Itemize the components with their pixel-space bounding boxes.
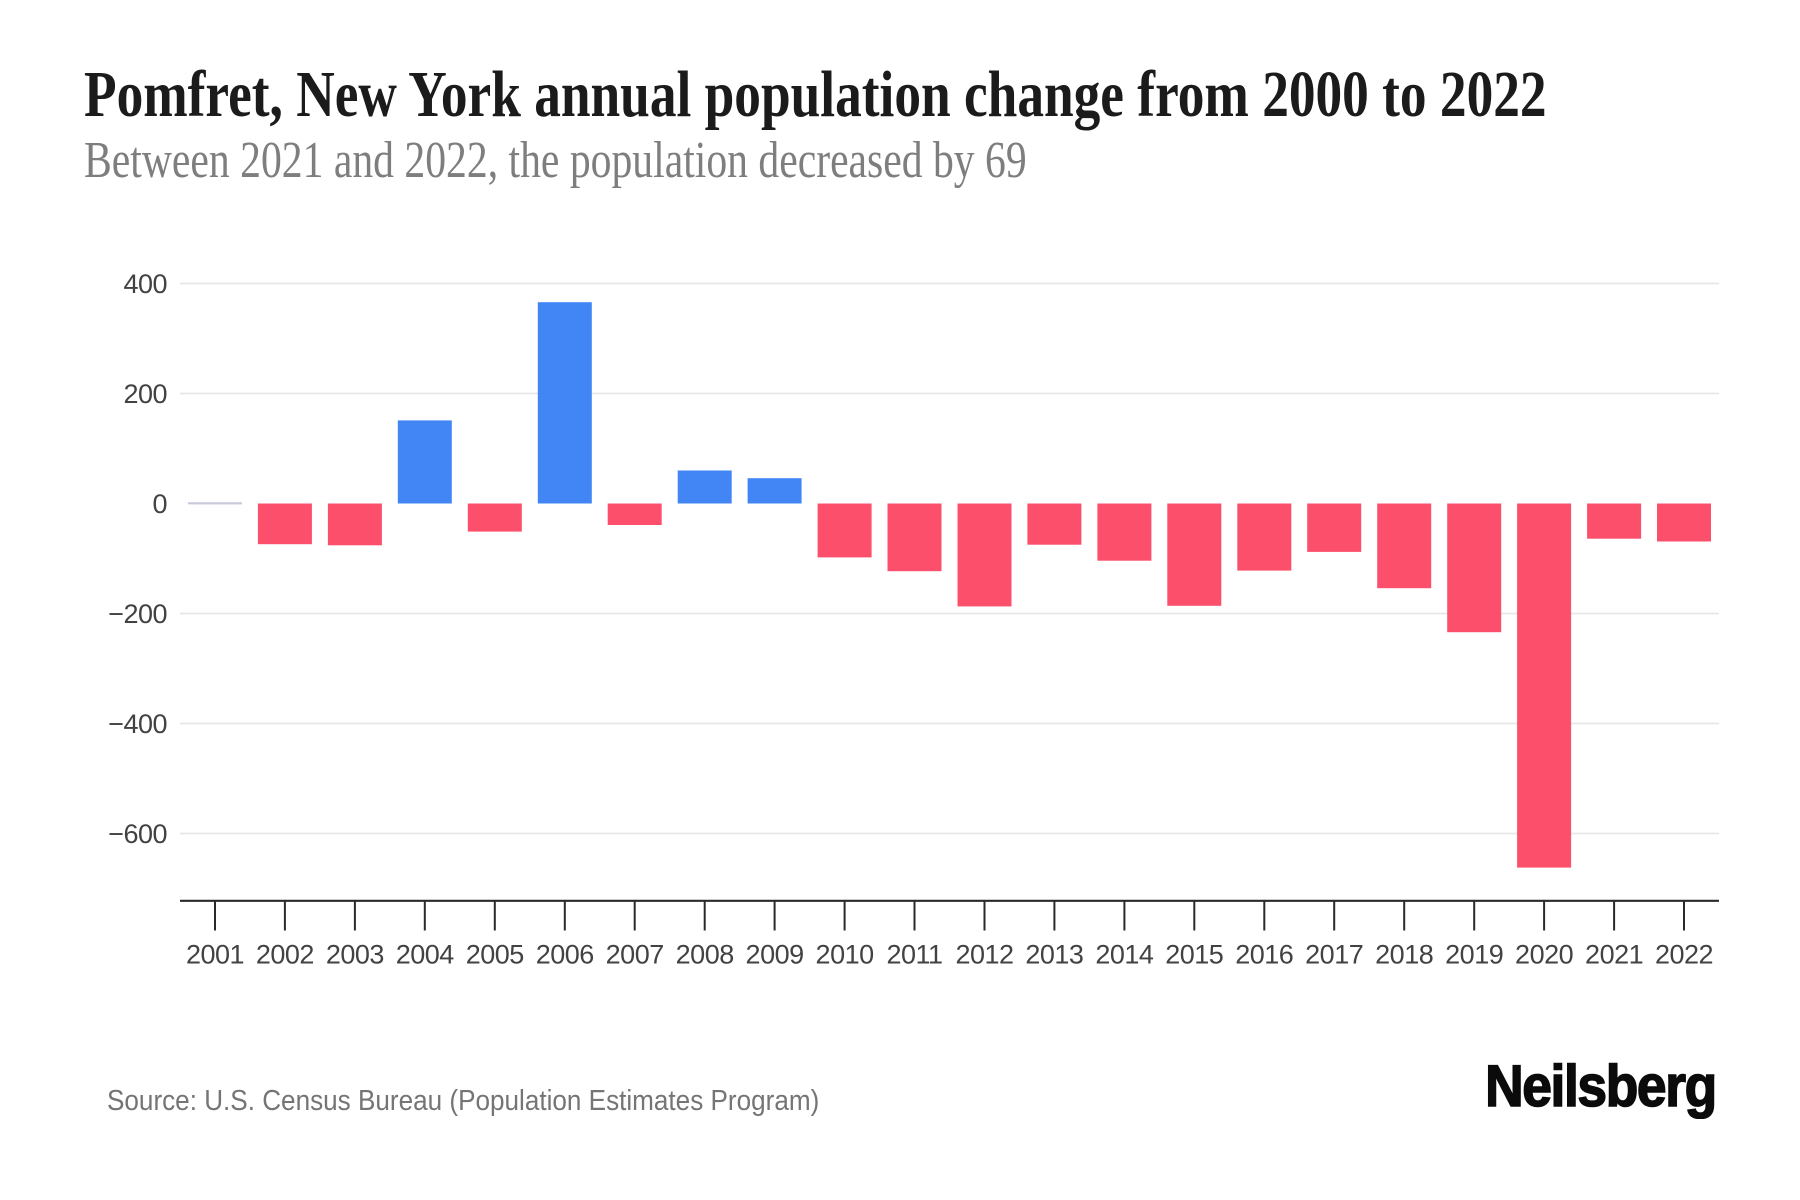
svg-text:0: 0: [152, 489, 167, 519]
svg-text:2004: 2004: [396, 940, 455, 970]
svg-text:400: 400: [123, 269, 167, 299]
svg-text:2007: 2007: [606, 940, 664, 970]
svg-text:2015: 2015: [1165, 940, 1223, 970]
svg-text:−200: −200: [108, 599, 167, 629]
svg-text:2009: 2009: [746, 940, 804, 970]
svg-text:2008: 2008: [676, 940, 734, 970]
svg-text:2022: 2022: [1655, 940, 1713, 970]
svg-text:2021: 2021: [1585, 940, 1643, 970]
svg-text:2001: 2001: [186, 940, 244, 970]
svg-text:2020: 2020: [1515, 940, 1573, 970]
svg-text:2017: 2017: [1305, 940, 1363, 970]
svg-text:2012: 2012: [955, 940, 1013, 970]
svg-text:2014: 2014: [1095, 940, 1154, 970]
svg-text:2019: 2019: [1445, 940, 1503, 970]
svg-text:2011: 2011: [886, 940, 942, 970]
svg-text:2013: 2013: [1025, 940, 1083, 970]
svg-text:2018: 2018: [1375, 940, 1433, 970]
svg-text:2002: 2002: [256, 940, 314, 970]
svg-text:2003: 2003: [326, 940, 384, 970]
svg-text:−600: −600: [108, 819, 167, 849]
svg-text:−400: −400: [108, 709, 167, 739]
svg-text:2010: 2010: [816, 940, 874, 970]
svg-text:200: 200: [123, 379, 167, 409]
svg-text:2005: 2005: [466, 940, 524, 970]
svg-text:2006: 2006: [536, 940, 594, 970]
svg-text:2016: 2016: [1235, 940, 1293, 970]
